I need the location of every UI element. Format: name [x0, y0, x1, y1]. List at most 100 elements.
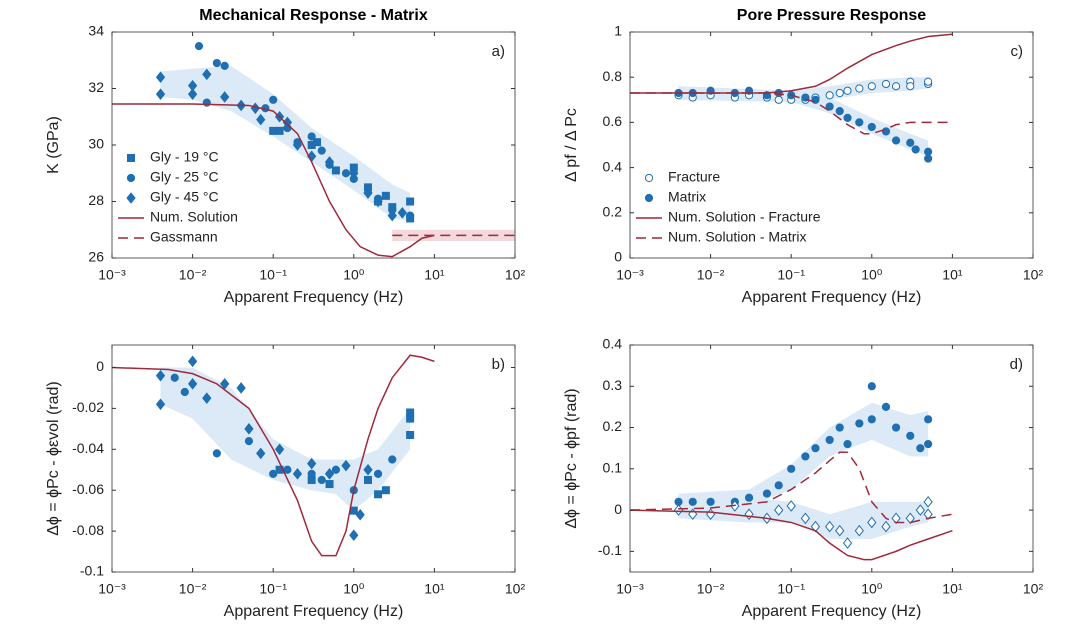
- data-point: [155, 88, 166, 100]
- data-point: [307, 132, 316, 141]
- data-point: [406, 197, 415, 206]
- legend-marker: [126, 192, 136, 204]
- y-tick-label: 0: [614, 249, 622, 265]
- data-point: [187, 88, 198, 100]
- data-point: [283, 465, 292, 474]
- data-point: [274, 443, 285, 456]
- y-tick-label: 0.2: [603, 418, 623, 434]
- y-tick-label: -0.1: [598, 542, 622, 558]
- data-point: [155, 71, 166, 84]
- data-point: [867, 122, 876, 132]
- x-tick-label: 10⁻²: [697, 267, 725, 283]
- data-point: [363, 187, 373, 199]
- y-tick-label: 0: [96, 358, 104, 374]
- x-tick-label: 10⁰: [861, 267, 883, 283]
- data-point: [854, 524, 864, 537]
- data-point: [341, 169, 351, 178]
- x-tick-label: 10⁻²: [697, 581, 725, 597]
- data-point: [363, 463, 373, 476]
- data-point: [825, 520, 835, 533]
- data-point: [825, 435, 834, 445]
- y-axis-label: Δ pf / Δ Pc: [563, 108, 580, 182]
- data-point: [381, 486, 390, 495]
- data-point: [924, 77, 933, 86]
- legend-label: Gly - 19 °C: [150, 149, 219, 165]
- data-point: [373, 469, 383, 478]
- model-line: [112, 103, 435, 258]
- data-point: [325, 480, 334, 489]
- model-line: [112, 354, 435, 557]
- data-point: [915, 504, 925, 516]
- data-point: [842, 537, 853, 549]
- data-point: [881, 79, 891, 89]
- data-point: [187, 378, 198, 390]
- x-tick-label: 10²: [505, 267, 526, 283]
- data-point: [155, 369, 166, 382]
- y-tick-label: -0.08: [72, 522, 104, 538]
- legend-marker: [644, 173, 654, 183]
- data-point: [786, 500, 796, 512]
- data-point: [843, 86, 852, 95]
- x-axis-label: Apparent Frequency (Hz): [742, 603, 922, 620]
- data-point: [855, 419, 864, 428]
- data-point: [843, 439, 852, 449]
- x-tick-label: 10¹: [424, 267, 445, 283]
- y-tick-label: 0.4: [603, 158, 623, 174]
- data-point: [891, 423, 901, 432]
- y-axis-label: K (GPa): [45, 116, 62, 174]
- data-point: [269, 469, 278, 478]
- x-tick-label: 10¹: [942, 267, 963, 283]
- x-tick-label: 10⁻³: [616, 581, 644, 597]
- data-point: [170, 373, 179, 382]
- data-point: [811, 444, 820, 453]
- legend-label: Num. Solution - Fracture: [668, 209, 821, 225]
- legend-label: Gly - 25 °C: [150, 169, 219, 185]
- data-point: [891, 136, 901, 145]
- uncertainty-band: [160, 367, 411, 511]
- x-axis-label: Apparent Frequency (Hz): [224, 289, 404, 306]
- legend-label: Num. Solution - Matrix: [668, 229, 806, 245]
- data-point: [787, 464, 796, 473]
- x-tick-label: 10²: [505, 581, 526, 597]
- panel-label: b): [492, 356, 505, 373]
- y-tick-label: -0.06: [72, 481, 104, 497]
- x-tick-label: 10⁻¹: [777, 581, 805, 597]
- data-point: [388, 455, 397, 464]
- data-point: [194, 42, 204, 51]
- data-point: [923, 496, 933, 508]
- y-tick-label: 0.8: [603, 68, 623, 84]
- data-point: [292, 139, 303, 151]
- data-point: [688, 508, 698, 521]
- y-tick-label: -0.02: [72, 399, 104, 415]
- legend-label: Fracture: [668, 169, 720, 185]
- data-point: [374, 490, 383, 499]
- data-point: [867, 82, 876, 91]
- y-tick-label: 28: [88, 192, 104, 208]
- data-point: [906, 138, 915, 147]
- data-point: [855, 84, 864, 93]
- data-point: [256, 447, 266, 460]
- data-point: [282, 116, 293, 129]
- data-point: [800, 512, 811, 525]
- y-tick-label: -0.1: [80, 563, 104, 579]
- y-tick-label: 1: [614, 23, 622, 39]
- data-point: [155, 398, 166, 411]
- data-point: [202, 392, 212, 404]
- y-tick-label: 0.6: [603, 113, 623, 129]
- data-point: [236, 382, 246, 394]
- axes-box: [629, 31, 1034, 259]
- data-point: [355, 508, 365, 521]
- data-point: [202, 68, 212, 81]
- data-point: [397, 206, 407, 219]
- legend-marker: [127, 154, 135, 162]
- data-point: [324, 156, 335, 168]
- data-point: [256, 113, 266, 126]
- data-point: [881, 402, 891, 412]
- y-tick-label: 30: [88, 136, 104, 152]
- data-point: [774, 481, 783, 490]
- data-point: [387, 209, 397, 222]
- x-axis-label: Apparent Frequency (Hz): [742, 289, 922, 306]
- data-point: [406, 414, 415, 423]
- data-point: [867, 516, 877, 529]
- data-point: [923, 508, 933, 521]
